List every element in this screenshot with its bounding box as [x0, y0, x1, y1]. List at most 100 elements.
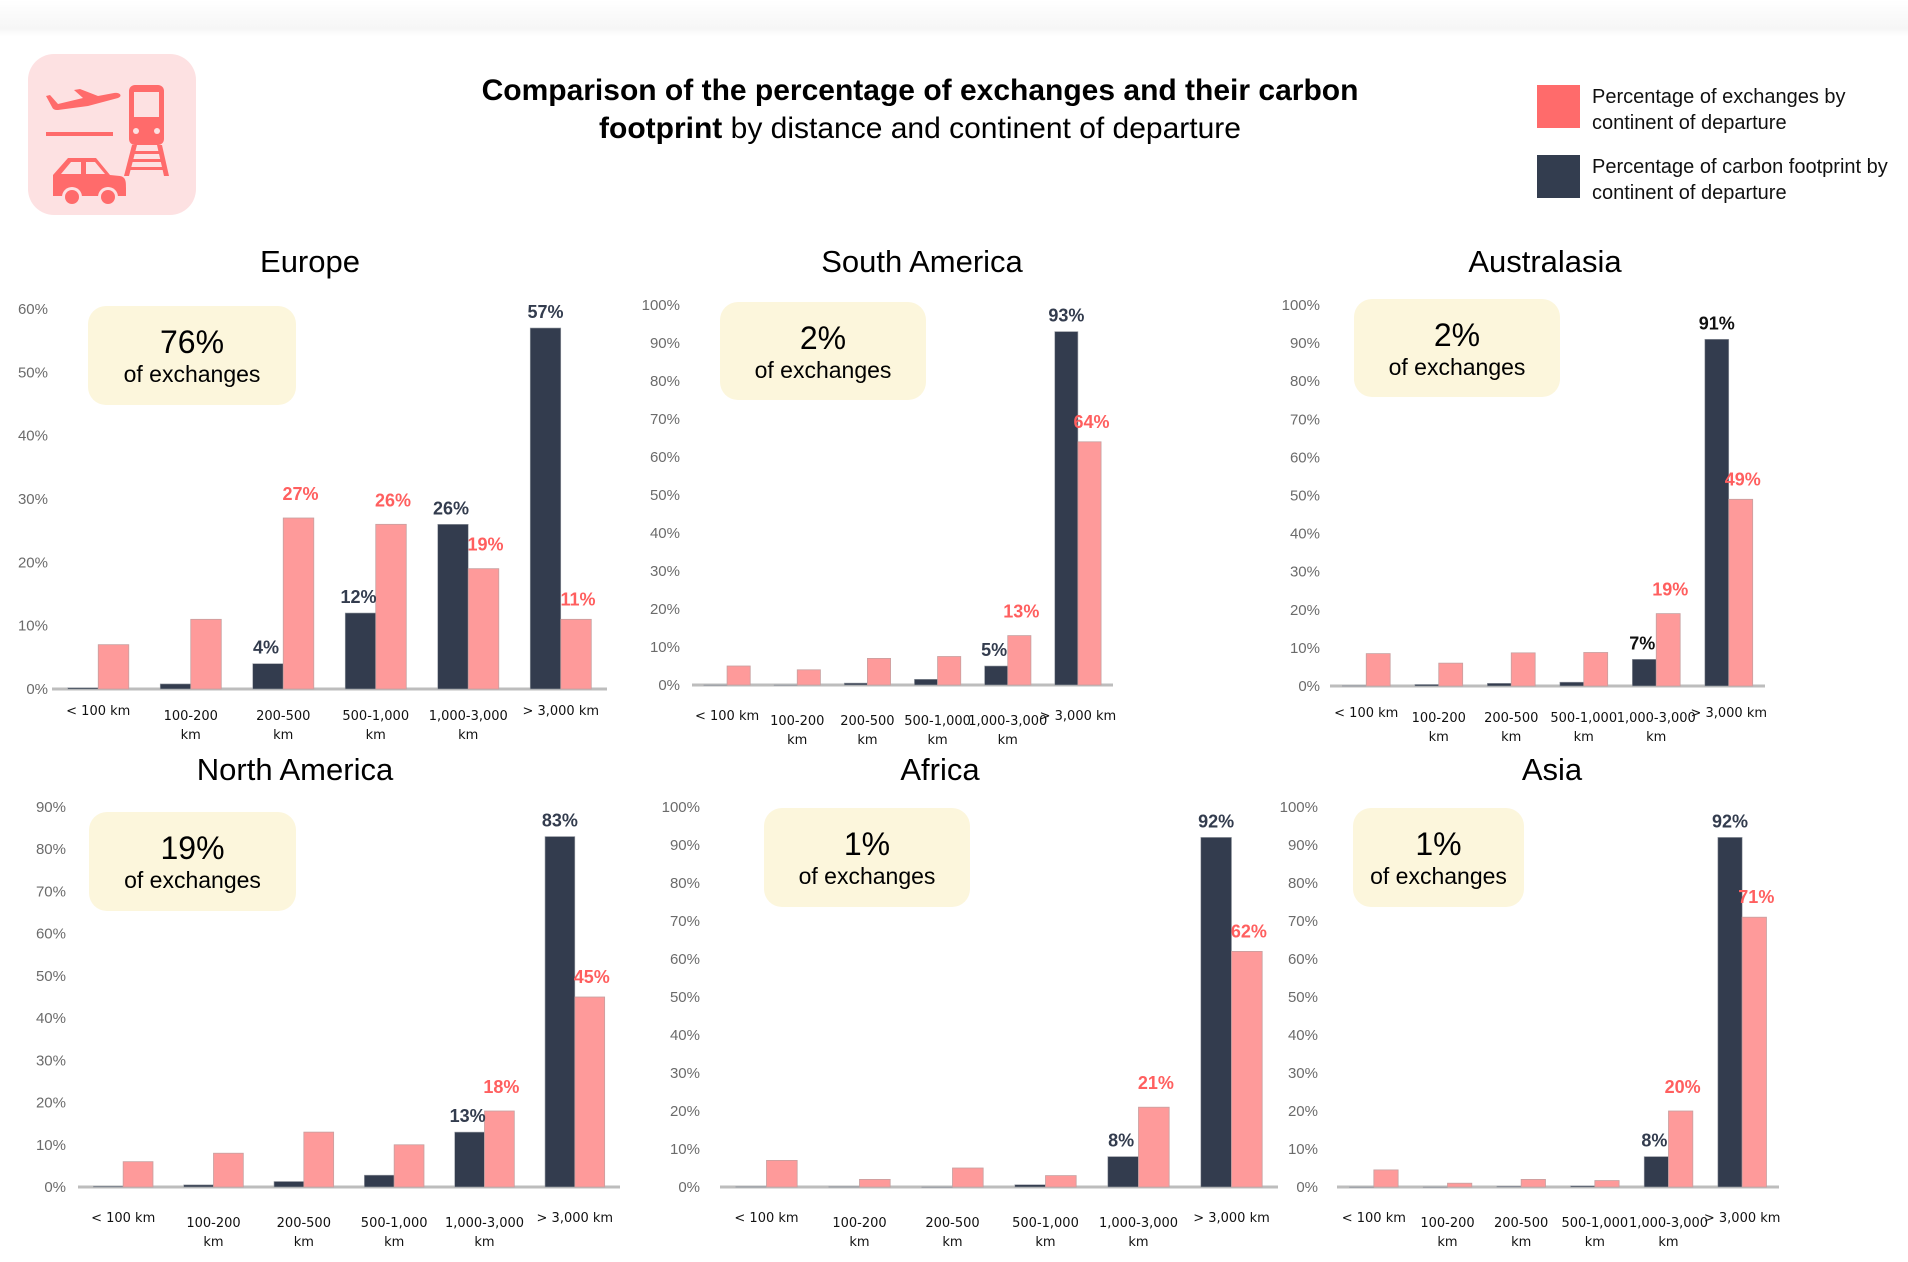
bar-exchanges	[1045, 1175, 1077, 1188]
bar-exchanges	[122, 1161, 154, 1188]
y-tick-label: 40%	[1290, 526, 1320, 543]
y-tick-label: 10%	[36, 1137, 66, 1154]
legend-swatch-exchanges	[1537, 85, 1580, 128]
exchange-share-value: 1%	[843, 826, 891, 862]
x-tick-label: < 100 km	[66, 704, 130, 719]
x-tick-label: < 100 km	[695, 709, 759, 724]
exchange-share-callout: 1% of exchanges	[764, 808, 970, 907]
y-tick-label: 80%	[670, 875, 700, 892]
bar-footprint	[529, 327, 562, 690]
x-tick-label: 500-1,000 km	[904, 714, 971, 748]
legend-item-footprint: Percentage of carbon footprint by contin…	[1537, 154, 1908, 206]
y-tick-label: 50%	[18, 364, 48, 381]
y-tick-label: 30%	[18, 491, 48, 508]
bar-exchanges	[1510, 652, 1536, 687]
y-tick-label: 50%	[650, 487, 680, 504]
chart-title-asia: Asia	[1521, 752, 1583, 787]
y-tick-label: 100%	[1282, 297, 1320, 314]
y-tick-label: 30%	[36, 1052, 66, 1069]
data-label-footprint: 26%	[433, 498, 469, 518]
x-tick-label: 1,000-3,000 km	[429, 709, 508, 743]
car-icon	[53, 158, 126, 207]
data-label-exchanges: 19%	[467, 535, 503, 555]
chart-title-south-america: South America	[821, 244, 1023, 279]
data-label-exchanges: 13%	[1003, 602, 1039, 622]
top-strip	[0, 0, 1908, 36]
exchange-share-callout: 2% of exchanges	[720, 302, 926, 400]
x-tick-label: 500-1,000 km	[1012, 1216, 1079, 1250]
x-tick-label: 200-500 km	[840, 714, 894, 748]
x-tick-label: 1,000-3,000 km	[1617, 711, 1696, 745]
data-label-footprint: 92%	[1712, 811, 1748, 831]
divider-line	[46, 132, 113, 136]
y-tick-label: 40%	[18, 428, 48, 445]
bar-exchanges	[574, 996, 606, 1188]
bar-footprint	[1570, 1185, 1596, 1188]
exchange-share-callout: 2% of exchanges	[1354, 299, 1560, 397]
x-tick-label: > 3,000 km	[537, 1211, 614, 1226]
x-tick-label: 100-200 km	[832, 1216, 886, 1250]
bar-exchanges	[375, 523, 407, 690]
exchange-share-callout: 19% of exchanges	[89, 812, 296, 911]
y-tick-label: 40%	[650, 525, 680, 542]
y-tick-label: 20%	[1288, 1103, 1318, 1120]
x-tick-label: 500-1,000 km	[342, 709, 409, 743]
bar-footprint	[1349, 1186, 1375, 1188]
x-tick-label: 100-200 km	[164, 709, 218, 743]
y-tick-label: 0%	[678, 1179, 700, 1196]
data-label-exchanges: 21%	[1138, 1073, 1174, 1093]
data-label-footprint: 93%	[1048, 306, 1084, 326]
bar-footprint	[344, 612, 377, 690]
y-tick-label: 50%	[1288, 989, 1318, 1006]
data-label-footprint: 91%	[1699, 313, 1735, 333]
data-label-exchanges: 20%	[1665, 1077, 1701, 1097]
y-tick-label: 60%	[1288, 951, 1318, 968]
exchange-share-caption: of exchanges	[754, 357, 892, 383]
bar-footprint	[544, 836, 576, 1188]
page-title: Comparison of the percentage of exchange…	[420, 72, 1420, 148]
y-tick-label: 40%	[1288, 1027, 1318, 1044]
y-tick-label: 60%	[18, 301, 48, 318]
x-tick-label: 100-200 km	[770, 714, 824, 748]
y-tick-label: 70%	[670, 913, 700, 930]
x-tick-label: 1,000-3,000 km	[1629, 1216, 1708, 1250]
bar-exchanges	[467, 568, 500, 690]
bar-exchanges	[1365, 653, 1391, 687]
data-label-footprint: 12%	[340, 587, 376, 607]
y-tick-label: 0%	[1298, 678, 1320, 695]
bar-exchanges	[1373, 1169, 1399, 1188]
bar-footprint	[1643, 1156, 1669, 1188]
y-tick-label: 70%	[1290, 411, 1320, 428]
exchange-share-callout: 1% of exchanges	[1353, 808, 1524, 907]
bar-exchanges	[1077, 441, 1102, 686]
exchange-share-callout: 76% of exchanges	[88, 306, 296, 405]
bar-footprint	[1107, 1156, 1139, 1188]
bar-footprint	[1200, 837, 1232, 1188]
y-tick-label: 60%	[1290, 449, 1320, 466]
legend-label-exchanges: Percentage of exchanges by continent of …	[1592, 86, 1846, 134]
y-tick-label: 70%	[1288, 913, 1318, 930]
title-line2-bold: footprint	[599, 112, 723, 145]
bar-exchanges	[796, 669, 821, 686]
y-tick-label: 0%	[1296, 1179, 1318, 1196]
bar-exchanges	[1007, 635, 1032, 686]
y-tick-label: 30%	[650, 563, 680, 580]
y-tick-label: 30%	[1290, 564, 1320, 581]
y-tick-label: 40%	[670, 1027, 700, 1044]
x-tick-label: 200-500 km	[277, 1216, 331, 1250]
chart-title-africa: Africa	[900, 752, 980, 787]
chart-title-north-america: North America	[196, 752, 394, 787]
y-tick-label: 60%	[36, 926, 66, 943]
x-tick-label: 500-1,000 km	[361, 1216, 428, 1250]
data-label-exchanges: 11%	[560, 589, 595, 609]
data-label-exchanges: 19%	[1652, 580, 1688, 600]
bar-exchanges	[484, 1110, 515, 1188]
data-label-footprint: 5%	[981, 640, 1007, 660]
y-tick-label: 60%	[670, 951, 700, 968]
y-tick-label: 10%	[1290, 640, 1320, 657]
data-label-exchanges: 71%	[1738, 887, 1774, 907]
y-tick-label: 50%	[670, 989, 700, 1006]
